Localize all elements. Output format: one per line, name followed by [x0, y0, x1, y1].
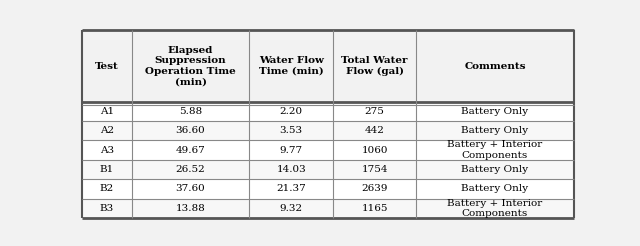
Text: 21.37: 21.37: [276, 184, 306, 193]
Bar: [132, 179, 250, 199]
Text: 36.60: 36.60: [175, 126, 205, 135]
Bar: [417, 121, 573, 140]
Bar: [132, 160, 250, 179]
Bar: [83, 121, 132, 140]
Bar: [83, 31, 132, 102]
Bar: [250, 31, 333, 102]
Bar: [333, 121, 417, 140]
Bar: [250, 160, 333, 179]
Text: 14.03: 14.03: [276, 165, 306, 174]
Text: 1165: 1165: [362, 204, 388, 213]
Text: Battery + Interior
Components: Battery + Interior Components: [447, 199, 543, 218]
Bar: [417, 31, 573, 102]
Text: Test: Test: [95, 62, 119, 71]
Bar: [132, 199, 250, 218]
Text: Water Flow
Time (min): Water Flow Time (min): [259, 56, 324, 76]
Bar: [417, 199, 573, 218]
Text: Battery Only: Battery Only: [461, 184, 529, 193]
Bar: [417, 140, 573, 160]
Text: 9.32: 9.32: [280, 204, 303, 213]
Bar: [250, 179, 333, 199]
Bar: [132, 121, 250, 140]
Bar: [250, 121, 333, 140]
Bar: [333, 31, 417, 102]
Bar: [132, 31, 250, 102]
Text: 1754: 1754: [362, 165, 388, 174]
Text: B2: B2: [100, 184, 114, 193]
Text: Comments: Comments: [464, 62, 525, 71]
Bar: [250, 102, 333, 121]
Text: 442: 442: [365, 126, 385, 135]
Bar: [132, 102, 250, 121]
Text: 9.77: 9.77: [280, 146, 303, 155]
Bar: [333, 199, 417, 218]
Text: Battery Only: Battery Only: [461, 165, 529, 174]
Text: B1: B1: [100, 165, 114, 174]
Bar: [83, 140, 132, 160]
Bar: [417, 102, 573, 121]
Text: 5.88: 5.88: [179, 107, 202, 116]
Bar: [333, 140, 417, 160]
Text: 37.60: 37.60: [175, 184, 205, 193]
Text: Battery Only: Battery Only: [461, 107, 529, 116]
Text: 1060: 1060: [362, 146, 388, 155]
Text: Elapsed
Suppression
Operation Time
(min): Elapsed Suppression Operation Time (min): [145, 46, 236, 86]
Text: Battery + Interior
Components: Battery + Interior Components: [447, 140, 543, 160]
Text: 26.52: 26.52: [175, 165, 205, 174]
Text: 275: 275: [365, 107, 385, 116]
Text: A1: A1: [100, 107, 114, 116]
Bar: [83, 160, 132, 179]
Bar: [417, 179, 573, 199]
Text: A3: A3: [100, 146, 114, 155]
Text: Total Water
Flow (gal): Total Water Flow (gal): [341, 56, 408, 76]
Text: 2.20: 2.20: [280, 107, 303, 116]
Bar: [83, 179, 132, 199]
Text: Battery Only: Battery Only: [461, 126, 529, 135]
Bar: [250, 140, 333, 160]
Bar: [132, 140, 250, 160]
Bar: [333, 160, 417, 179]
Text: 3.53: 3.53: [280, 126, 303, 135]
Bar: [83, 199, 132, 218]
Text: 49.67: 49.67: [175, 146, 205, 155]
Bar: [417, 160, 573, 179]
Text: 13.88: 13.88: [175, 204, 205, 213]
Bar: [250, 199, 333, 218]
Bar: [333, 102, 417, 121]
Text: A2: A2: [100, 126, 114, 135]
Text: B3: B3: [100, 204, 114, 213]
Text: 2639: 2639: [362, 184, 388, 193]
Bar: [83, 102, 132, 121]
Bar: [333, 179, 417, 199]
